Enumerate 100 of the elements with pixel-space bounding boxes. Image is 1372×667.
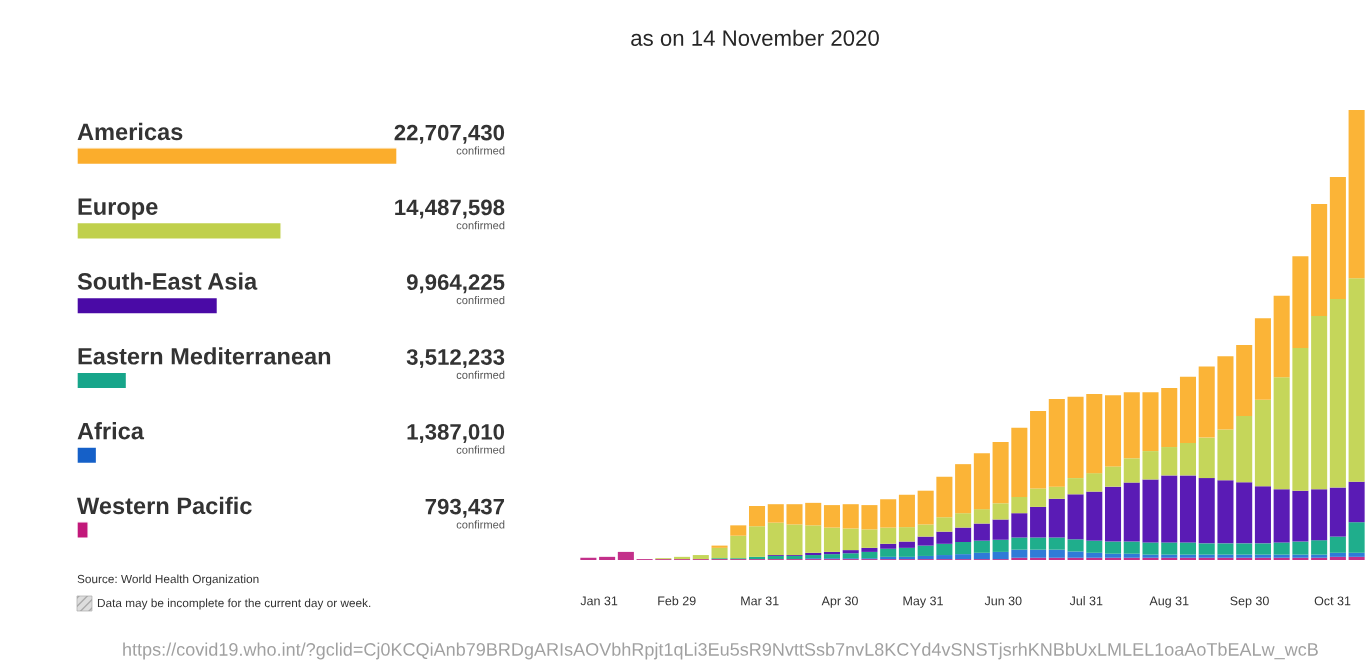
bar bbox=[917, 555, 934, 560]
bar bbox=[861, 547, 878, 552]
bar bbox=[1123, 392, 1140, 459]
bar bbox=[1086, 491, 1103, 541]
bar bbox=[77, 371, 128, 390]
bar bbox=[1292, 541, 1309, 555]
bar bbox=[1217, 480, 1234, 544]
category-label: Africa bbox=[77, 422, 145, 440]
bar bbox=[1123, 482, 1140, 542]
bar bbox=[898, 527, 915, 542]
bar bbox=[1329, 552, 1346, 557]
bar bbox=[955, 527, 972, 542]
bar bbox=[1142, 451, 1159, 480]
bar bbox=[1011, 537, 1028, 550]
bar bbox=[955, 542, 972, 555]
text: confirmed bbox=[456, 295, 505, 305]
text: confirmed bbox=[456, 445, 505, 454]
category-label: Europe bbox=[78, 198, 158, 220]
bar bbox=[1161, 388, 1178, 448]
data-label: 793,437 bbox=[425, 498, 505, 518]
bar bbox=[955, 513, 972, 528]
data-label: 22,707,430 bbox=[394, 124, 505, 144]
bar bbox=[1329, 556, 1346, 560]
bar bbox=[1311, 540, 1328, 555]
bar bbox=[1086, 473, 1103, 492]
bar bbox=[1011, 427, 1028, 497]
bar bbox=[880, 499, 897, 528]
bar bbox=[1123, 541, 1140, 554]
bar bbox=[898, 494, 915, 528]
bar bbox=[1198, 543, 1215, 555]
bar bbox=[1048, 498, 1065, 538]
bar bbox=[805, 525, 822, 553]
bar bbox=[1329, 177, 1346, 299]
bar bbox=[936, 543, 953, 556]
bar bbox=[842, 553, 859, 559]
bar bbox=[1161, 447, 1178, 476]
bar bbox=[1179, 475, 1197, 543]
bar bbox=[992, 551, 1009, 560]
bar bbox=[1311, 316, 1328, 490]
bar bbox=[1292, 348, 1309, 491]
bar bbox=[917, 545, 934, 556]
text: confirmed bbox=[456, 146, 505, 155]
bar bbox=[77, 221, 282, 240]
bar bbox=[1179, 443, 1197, 476]
bar bbox=[1011, 549, 1028, 558]
bar bbox=[1105, 486, 1122, 542]
data-label: 1,387,010 bbox=[407, 423, 505, 443]
bar bbox=[1292, 256, 1309, 349]
bar bbox=[1030, 506, 1047, 538]
bar bbox=[861, 529, 878, 548]
bar bbox=[1086, 540, 1103, 553]
bar bbox=[1030, 537, 1047, 550]
bar bbox=[1236, 416, 1253, 483]
bar bbox=[936, 531, 953, 544]
bar bbox=[1273, 542, 1290, 555]
x-tick-label: Apr 30 bbox=[821, 596, 858, 608]
bar bbox=[786, 504, 803, 525]
bar bbox=[1067, 494, 1084, 540]
bar bbox=[880, 543, 897, 549]
x-tick-label: Jun 30 bbox=[984, 596, 1022, 606]
bar bbox=[1067, 539, 1084, 552]
bar bbox=[936, 555, 953, 560]
text: https://covid19.who.int/?gclid=Cj0KCQiAnb79BRDgARIsAOVbhRpjt1qLi3Eu5sR9NvttSsb7nvL8KCYd4vSNSTjsrhKNBbUxLMLEL1oaAoTbEALw_wcB bbox=[123, 642, 1318, 660]
bar bbox=[77, 446, 98, 465]
bar bbox=[973, 540, 990, 553]
bar bbox=[1236, 482, 1253, 544]
bar bbox=[1348, 481, 1365, 523]
bar bbox=[1254, 318, 1271, 400]
category-label: South-East Asia bbox=[77, 272, 258, 290]
bar bbox=[842, 550, 859, 554]
bar bbox=[917, 536, 934, 546]
bar bbox=[1030, 549, 1047, 558]
bar bbox=[1236, 543, 1253, 555]
bar bbox=[1273, 295, 1290, 378]
bar bbox=[77, 147, 398, 166]
bar bbox=[786, 555, 803, 560]
x-tick-label: Mar 31 bbox=[741, 596, 779, 606]
text: confirmed bbox=[456, 520, 505, 529]
bar bbox=[880, 548, 897, 557]
bar bbox=[730, 535, 747, 559]
bar bbox=[786, 524, 803, 556]
bar bbox=[1348, 522, 1365, 553]
bar bbox=[973, 552, 990, 560]
x-tick-label: Oct 31 bbox=[1314, 596, 1351, 606]
bar bbox=[1198, 366, 1215, 438]
bar bbox=[973, 453, 990, 510]
bar bbox=[936, 517, 953, 532]
bar bbox=[1273, 377, 1290, 490]
bar bbox=[1198, 437, 1215, 479]
bar bbox=[1142, 479, 1159, 543]
bar bbox=[1067, 396, 1084, 479]
bar bbox=[692, 555, 709, 560]
source-note: Source: World Health Organization bbox=[77, 574, 259, 586]
bar bbox=[1123, 553, 1140, 558]
bar bbox=[77, 521, 89, 540]
bar bbox=[1086, 552, 1103, 558]
bar bbox=[1067, 478, 1084, 495]
bar bbox=[1067, 551, 1084, 558]
bar bbox=[1179, 542, 1197, 555]
bar bbox=[1161, 542, 1178, 555]
